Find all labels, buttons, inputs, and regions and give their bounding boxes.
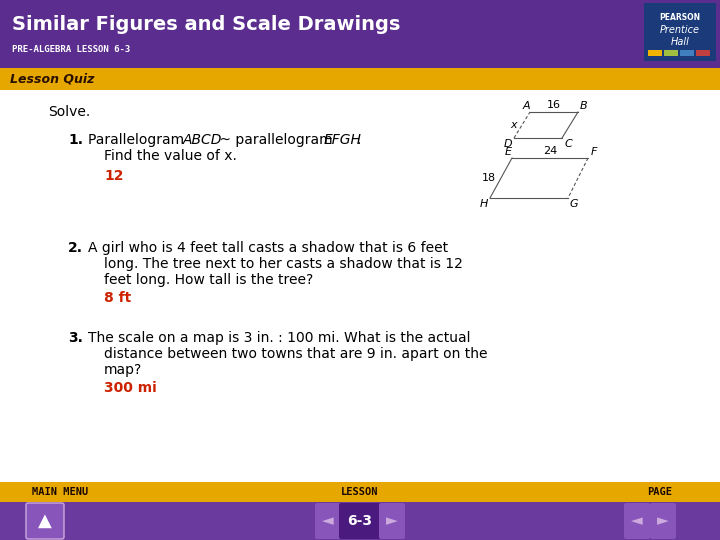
Text: PEARSON: PEARSON: [660, 14, 701, 23]
FancyBboxPatch shape: [379, 503, 405, 539]
Text: ►: ►: [657, 514, 669, 529]
Text: Hall: Hall: [670, 37, 690, 47]
Text: 300 mi: 300 mi: [104, 381, 157, 395]
Text: Find the value of x.: Find the value of x.: [104, 149, 237, 163]
Text: LESSON: LESSON: [341, 487, 379, 497]
Bar: [0, 68, 720, 90]
Bar: [646, 5, 714, 59]
Text: ◄: ◄: [631, 514, 643, 529]
Text: The scale on a map is 3 in. : 100 mi. What is the actual: The scale on a map is 3 in. : 100 mi. Wh…: [88, 331, 470, 345]
Text: B: B: [580, 101, 588, 111]
Text: 6-3: 6-3: [348, 514, 372, 528]
Text: Lesson Quiz: Lesson Quiz: [10, 72, 94, 85]
Text: 12: 12: [104, 169, 124, 183]
Bar: [0, 0, 720, 68]
Bar: [696, 50, 710, 56]
Text: 24: 24: [543, 146, 557, 156]
Bar: [680, 50, 694, 56]
Bar: [644, 3, 716, 61]
FancyBboxPatch shape: [624, 503, 650, 539]
FancyBboxPatch shape: [650, 503, 676, 539]
Text: 16: 16: [547, 100, 561, 110]
Bar: [664, 50, 678, 56]
Bar: [0, 482, 720, 502]
Text: feet long. How tall is the tree?: feet long. How tall is the tree?: [104, 273, 313, 287]
Text: Parallelogram: Parallelogram: [88, 133, 189, 147]
Text: ABCD: ABCD: [183, 133, 222, 147]
Text: 3.: 3.: [68, 331, 83, 345]
Text: ▲: ▲: [38, 512, 52, 530]
Text: 18: 18: [482, 173, 496, 183]
Bar: [646, 5, 714, 59]
Bar: [644, 3, 716, 61]
Text: 2.: 2.: [68, 241, 83, 255]
Text: PAGE: PAGE: [647, 487, 672, 497]
Text: H: H: [480, 199, 488, 209]
Text: A: A: [522, 101, 530, 111]
FancyBboxPatch shape: [315, 503, 341, 539]
Text: Similar Figures and Scale Drawings: Similar Figures and Scale Drawings: [12, 15, 400, 33]
Text: A girl who is 4 feet tall casts a shadow that is 6 feet: A girl who is 4 feet tall casts a shadow…: [88, 241, 448, 255]
Text: E: E: [505, 147, 511, 157]
FancyBboxPatch shape: [339, 503, 381, 539]
Text: F: F: [591, 147, 597, 157]
Bar: [648, 50, 662, 56]
Text: ◄: ◄: [322, 514, 334, 529]
Text: EFGH: EFGH: [324, 133, 362, 147]
Text: G: G: [570, 199, 578, 209]
FancyBboxPatch shape: [26, 503, 64, 539]
Text: 1.: 1.: [68, 133, 83, 147]
Text: 8 ft: 8 ft: [104, 291, 131, 305]
Text: distance between two towns that are 9 in. apart on the: distance between two towns that are 9 in…: [104, 347, 487, 361]
Text: C: C: [564, 139, 572, 149]
Bar: [0, 90, 720, 482]
Text: x: x: [510, 120, 517, 130]
Text: D: D: [504, 139, 513, 149]
Text: PRE-ALGEBRA LESSON 6-3: PRE-ALGEBRA LESSON 6-3: [12, 45, 130, 55]
Text: map?: map?: [104, 363, 143, 377]
Text: long. The tree next to her casts a shadow that is 12: long. The tree next to her casts a shado…: [104, 257, 463, 271]
Text: ►: ►: [386, 514, 398, 529]
Text: Solve.: Solve.: [48, 105, 90, 119]
Text: .: .: [356, 133, 361, 147]
Text: MAIN MENU: MAIN MENU: [32, 487, 88, 497]
Text: Prentice: Prentice: [660, 25, 700, 35]
Text: ~ parallelogram: ~ parallelogram: [215, 133, 337, 147]
Bar: [0, 502, 720, 540]
